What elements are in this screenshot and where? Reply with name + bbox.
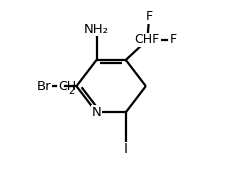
Text: F: F — [145, 10, 152, 23]
Text: Br: Br — [36, 80, 51, 93]
Text: I: I — [123, 142, 127, 156]
Text: CH: CH — [58, 80, 76, 93]
Text: 2: 2 — [68, 86, 74, 96]
Text: NH₂: NH₂ — [84, 23, 109, 36]
Text: F: F — [169, 33, 176, 46]
Text: N: N — [91, 106, 101, 119]
Text: CHF: CHF — [134, 33, 159, 46]
